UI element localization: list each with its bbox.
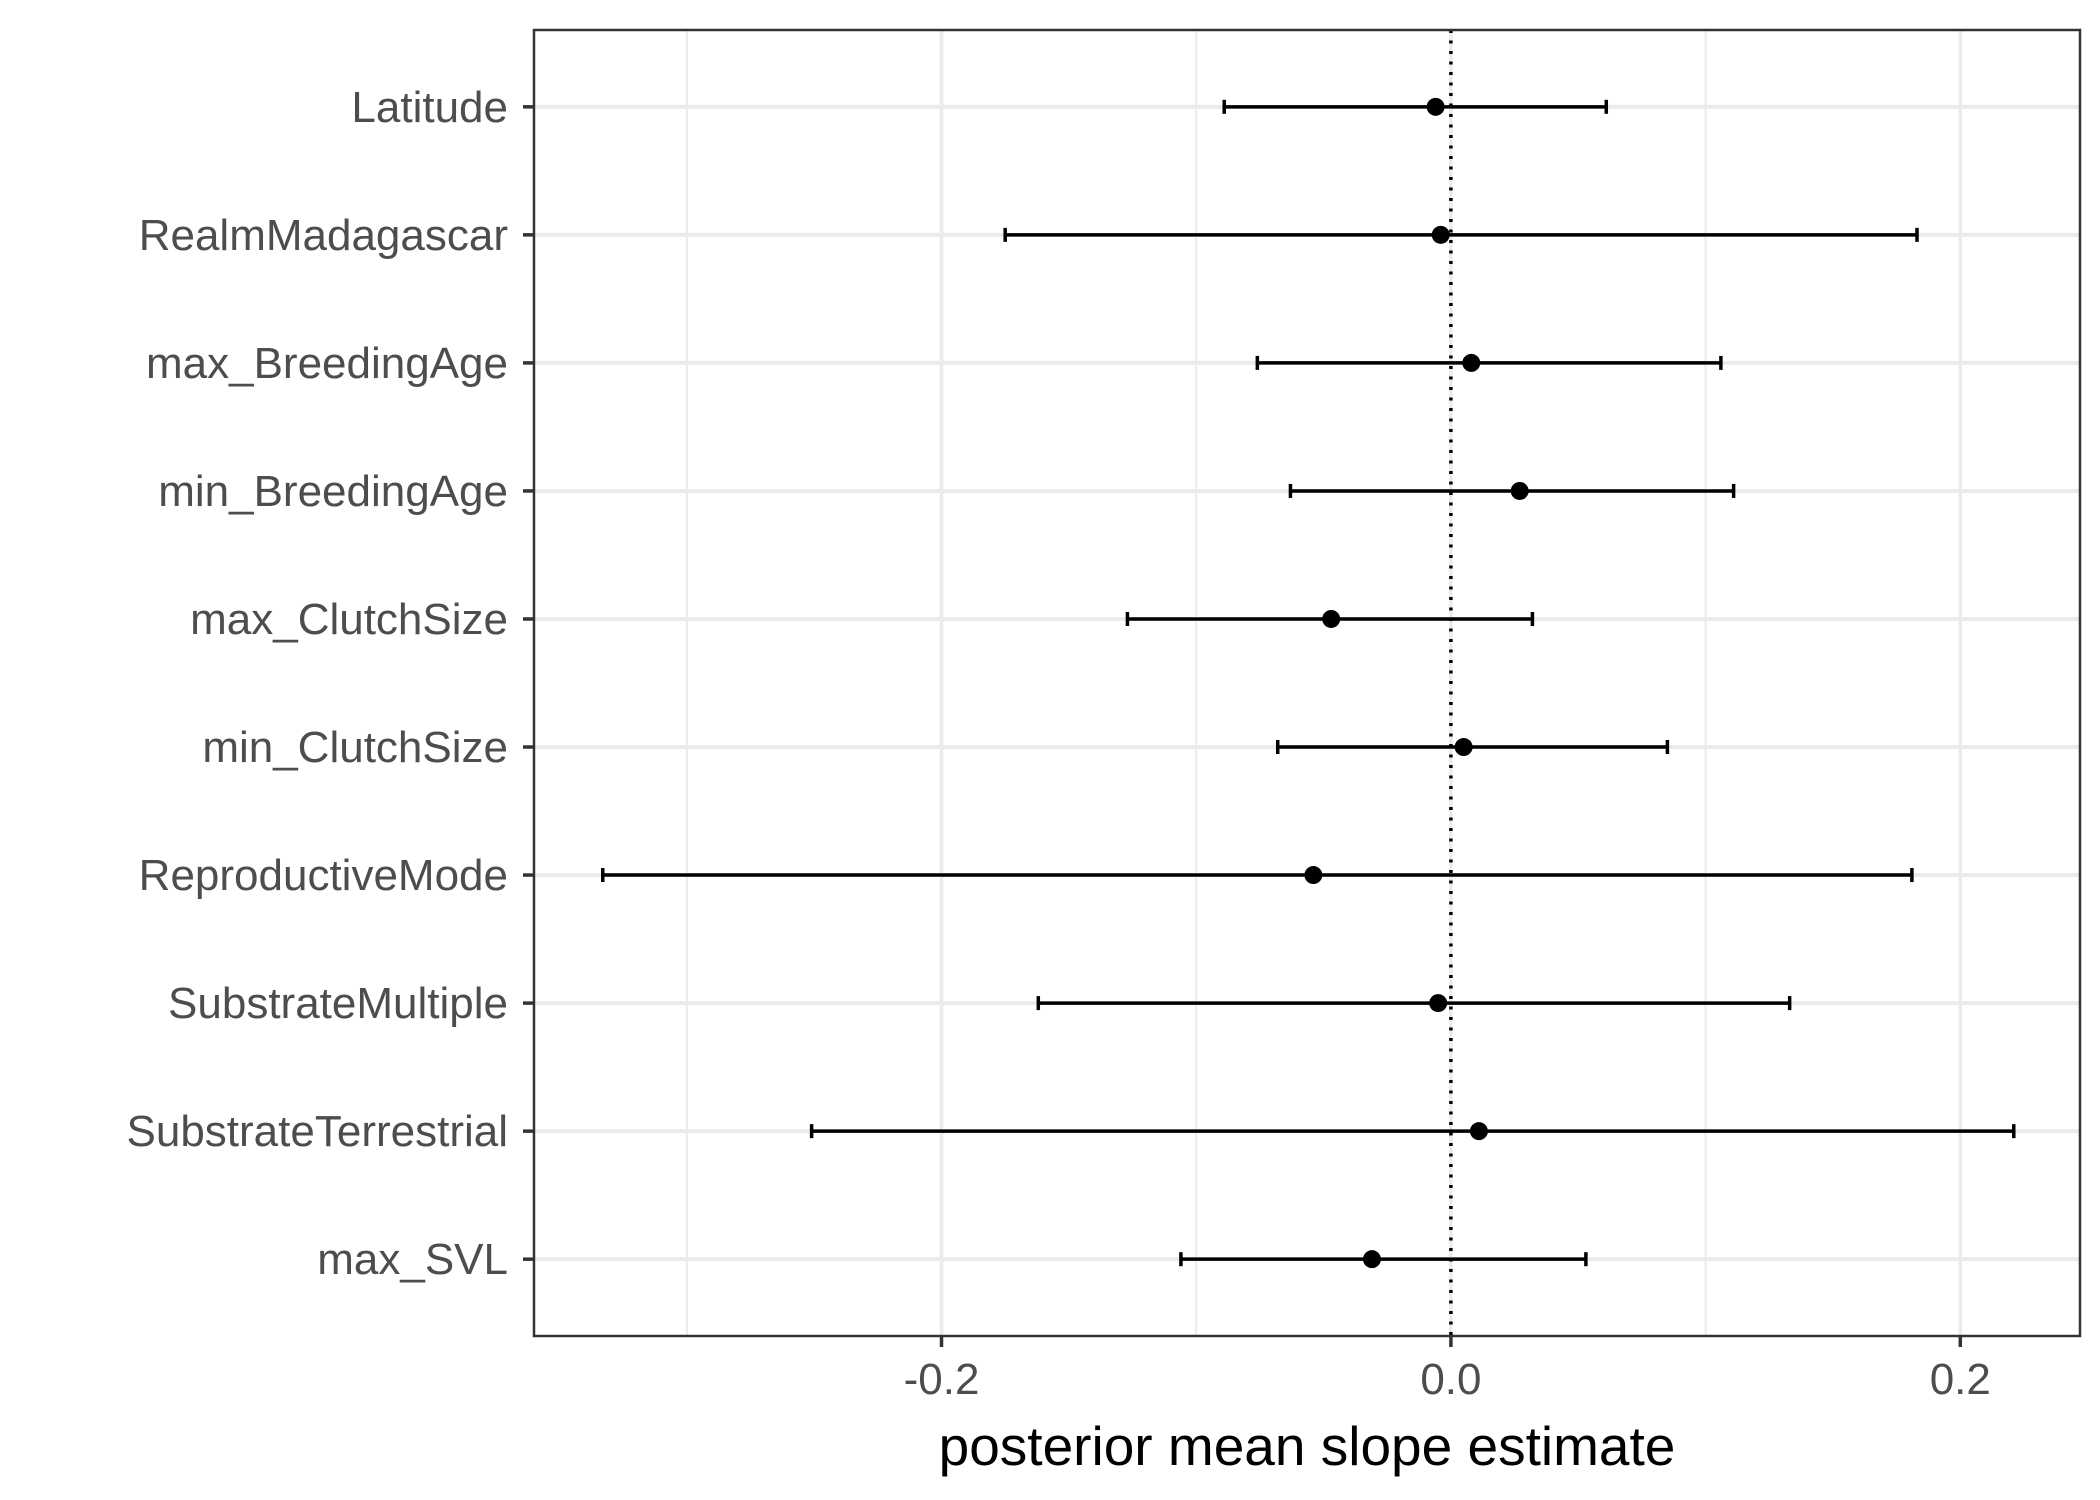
x-tick-label: -0.2: [904, 1355, 980, 1404]
estimate-point: [1469, 1122, 1488, 1141]
y-tick-label: Latitude: [351, 83, 508, 132]
y-tick-label: max_BreedingAge: [146, 339, 508, 388]
y-tick-label: min_BreedingAge: [158, 467, 508, 516]
error-bar: [1003, 227, 1919, 242]
error-bars: [601, 99, 2016, 1267]
y-tick-label: SubstrateMultiple: [168, 979, 508, 1028]
y-tick-label: max_SVL: [317, 1235, 508, 1284]
grid-lines: [534, 30, 2080, 1336]
x-axis-tick-labels: -0.2 0.0 0.2: [904, 1355, 1991, 1404]
error-bar: [809, 1124, 2016, 1139]
estimate-point: [1454, 738, 1473, 757]
estimate-point: [1510, 481, 1529, 500]
x-axis-title: posterior mean slope estimate: [939, 1415, 1676, 1477]
error-bar: [1179, 1252, 1588, 1267]
estimate-point: [1426, 97, 1445, 116]
y-tick-label: RealmMadagascar: [139, 211, 508, 260]
estimate-point: [1362, 1250, 1381, 1269]
y-tick-label: min_ClutchSize: [202, 723, 508, 772]
x-axis-ticks: [939, 1336, 1963, 1347]
x-tick-label: 0.2: [1930, 1355, 1991, 1404]
panel-border: [532, 28, 2082, 1338]
estimate-point: [1431, 225, 1450, 244]
y-tick-label: max_ClutchSize: [190, 595, 508, 644]
error-bar: [1255, 355, 1723, 370]
y-tick-label: ReproductiveMode: [139, 851, 508, 900]
y-tick-label: SubstrateTerrestrial: [127, 1107, 508, 1156]
error-bar: [601, 868, 1914, 883]
estimate-point: [1429, 994, 1448, 1013]
y-axis-labels: Latitude RealmMadagascar max_BreedingAgemi…: [127, 83, 508, 1284]
error-bar: [1222, 99, 1609, 114]
estimate-points: [1304, 97, 1529, 1269]
estimate-point: [1322, 609, 1341, 628]
estimate-point: [1304, 866, 1323, 885]
error-bar: [1036, 996, 1792, 1011]
y-axis-ticks: [523, 105, 534, 1261]
x-tick-label: 0.0: [1420, 1355, 1481, 1404]
estimate-point: [1462, 353, 1481, 372]
